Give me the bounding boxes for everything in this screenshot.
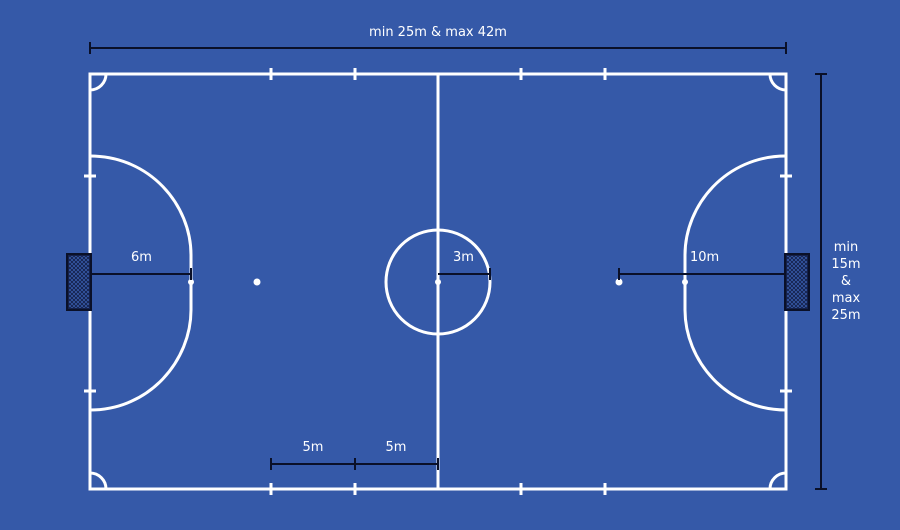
corner-arc-top-left bbox=[89, 73, 108, 92]
width-label-line: max bbox=[831, 291, 861, 306]
spots bbox=[188, 278, 688, 286]
sub-zone-label-b: 5m bbox=[385, 440, 407, 455]
dimension-lines bbox=[89, 42, 827, 490]
corner-arc-bottom-right bbox=[768, 471, 787, 490]
second-penalty-label: 10m bbox=[690, 250, 720, 265]
width-label: min 15m & max 25m bbox=[826, 239, 866, 324]
center-circle-label: 3m bbox=[453, 250, 474, 265]
penalty-spot-left bbox=[188, 279, 194, 285]
corner-arc-bottom-left bbox=[89, 471, 108, 490]
width-label-line: & bbox=[840, 274, 852, 289]
goals bbox=[66, 253, 810, 311]
second-penalty-spot-right bbox=[615, 278, 623, 286]
center-circle bbox=[384, 228, 492, 336]
width-label-line: min bbox=[833, 240, 859, 255]
width-label-line: 25m bbox=[831, 308, 861, 323]
penalty-spot-right bbox=[682, 279, 688, 285]
width-label-line: 15m bbox=[831, 257, 861, 272]
length-label: min 25m & max 42m bbox=[369, 25, 507, 40]
center-spot bbox=[435, 279, 441, 285]
boundary-ticks bbox=[84, 68, 792, 495]
penalty-radius-label: 6m bbox=[131, 250, 152, 265]
corner-arc-top-right bbox=[768, 73, 787, 92]
second-penalty-spot-left bbox=[253, 278, 261, 286]
sub-zone-label-a: 5m bbox=[302, 440, 324, 455]
